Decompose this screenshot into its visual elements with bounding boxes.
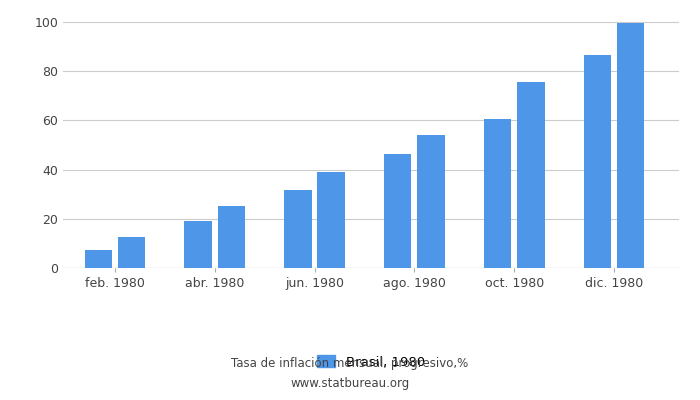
Bar (85, 250, 112, 268)
Bar (185, 221, 212, 268)
Text: www.statbureau.org: www.statbureau.org (290, 378, 410, 390)
Bar (284, 190, 312, 268)
Bar (118, 237, 146, 268)
Bar (318, 172, 345, 268)
Bar (617, 23, 644, 268)
Legend: Brasil, 1980: Brasil, 1980 (317, 356, 425, 369)
Bar (218, 206, 245, 268)
Bar (584, 55, 611, 268)
Bar (384, 154, 412, 268)
Bar (417, 135, 444, 268)
Text: Tasa de inflación mensual, progresivo,%: Tasa de inflación mensual, progresivo,% (232, 358, 468, 370)
Bar (517, 82, 545, 268)
Bar (484, 119, 511, 268)
